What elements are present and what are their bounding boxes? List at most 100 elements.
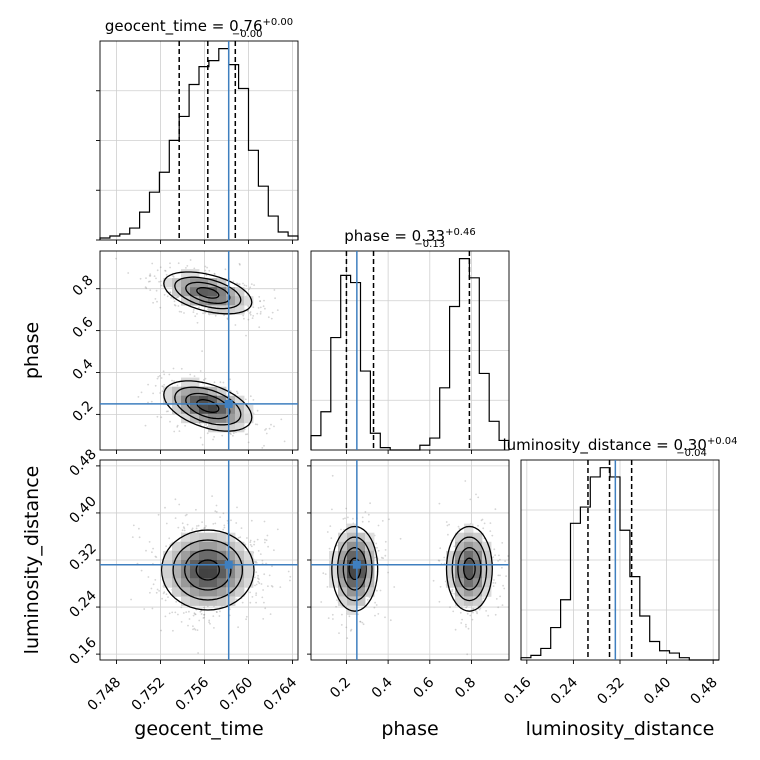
sample-point [495, 598, 498, 600]
sample-point [157, 375, 160, 378]
density-cell [464, 550, 474, 561]
density-cell [235, 550, 245, 561]
sample-point [236, 506, 238, 509]
sample-point [177, 262, 180, 265]
sample-point [327, 617, 330, 619]
sample-point [384, 540, 387, 543]
sample-point [131, 536, 134, 538]
x-tick-label: 0.48 [688, 674, 721, 707]
sample-point [155, 591, 158, 594]
sample-point [163, 384, 166, 386]
sample-point [171, 274, 174, 277]
sample-point [163, 293, 166, 296]
sample-point [193, 612, 196, 615]
sample-point [201, 443, 204, 446]
density-cell [365, 550, 375, 561]
density-cell [455, 532, 465, 543]
density-cell [217, 587, 227, 597]
sample-point [481, 518, 484, 521]
density-cell [217, 550, 227, 561]
sample-point [166, 295, 169, 298]
title-upper-error: +0.46 [445, 227, 476, 238]
sample-point [180, 606, 183, 609]
sample-point [163, 591, 166, 593]
sample-point [502, 584, 504, 587]
sample-point [258, 582, 261, 585]
sample-point [145, 277, 147, 279]
sample-point [147, 576, 150, 578]
sample-point [271, 565, 273, 568]
sample-point [183, 527, 186, 530]
density-cell [208, 422, 218, 433]
sample-point [274, 297, 276, 300]
density-cell [347, 587, 357, 597]
sample-point [193, 627, 196, 630]
sample-point [466, 612, 469, 615]
sample-point [469, 498, 472, 501]
sample-point [192, 625, 194, 628]
density-cell [208, 305, 218, 315]
x-axis-label-phase: phase [381, 718, 438, 740]
sample-point [156, 415, 159, 418]
truth-marker [224, 560, 233, 569]
density-cell [181, 278, 191, 288]
sample-point [376, 589, 378, 592]
contour-line [445, 525, 493, 612]
sample-point [256, 423, 259, 426]
sample-point [438, 502, 441, 505]
sample-point [140, 391, 143, 394]
sample-point [232, 432, 235, 435]
sample-point [446, 524, 449, 527]
sample-point [253, 540, 256, 543]
sample-point [236, 392, 239, 395]
density-cell [217, 569, 227, 579]
density-cell [356, 550, 366, 561]
sample-point [254, 423, 257, 426]
sample-point [439, 585, 442, 588]
sample-point [235, 598, 238, 601]
sample-point [159, 306, 162, 309]
density-cell [172, 395, 182, 406]
contour-line [160, 529, 255, 611]
sample-point [199, 436, 202, 439]
sample-point [160, 629, 163, 632]
sample-point [388, 518, 390, 521]
sample-point [342, 518, 345, 520]
sample-point [368, 520, 370, 523]
sample-point [453, 592, 456, 595]
sample-point [169, 262, 171, 265]
sample-point [489, 522, 492, 524]
sample-point [458, 527, 461, 530]
sample-point [148, 541, 151, 543]
density-cells [163, 269, 254, 433]
sample-point [261, 596, 264, 599]
density-cell [190, 377, 200, 387]
sample-point [198, 619, 201, 622]
density-cell [226, 596, 236, 606]
density-cell [464, 578, 474, 588]
sample-point [249, 313, 252, 316]
sample-point [172, 367, 175, 370]
density-cell [181, 413, 191, 424]
density-cell [365, 569, 375, 579]
sample-point [472, 611, 474, 614]
sample-point [162, 592, 165, 595]
sample-point [265, 539, 268, 542]
sample-point [215, 504, 218, 507]
sample-point [232, 280, 235, 283]
sample-point [188, 610, 190, 613]
sample-point [230, 433, 232, 436]
sample-point [244, 433, 247, 436]
sample-point [254, 561, 257, 564]
sample-point [175, 296, 178, 299]
sample-point [175, 600, 178, 603]
density-cell [329, 550, 339, 561]
density-cell [208, 532, 218, 543]
contour-line [463, 557, 476, 581]
sample-point [173, 430, 176, 433]
sample-point [237, 283, 240, 286]
sample-point [331, 613, 334, 616]
sample-point [448, 523, 450, 526]
sample-point [485, 610, 487, 612]
hist-panel-phase: phase = 0.33+0.46 −0.13 [310, 227, 510, 454]
